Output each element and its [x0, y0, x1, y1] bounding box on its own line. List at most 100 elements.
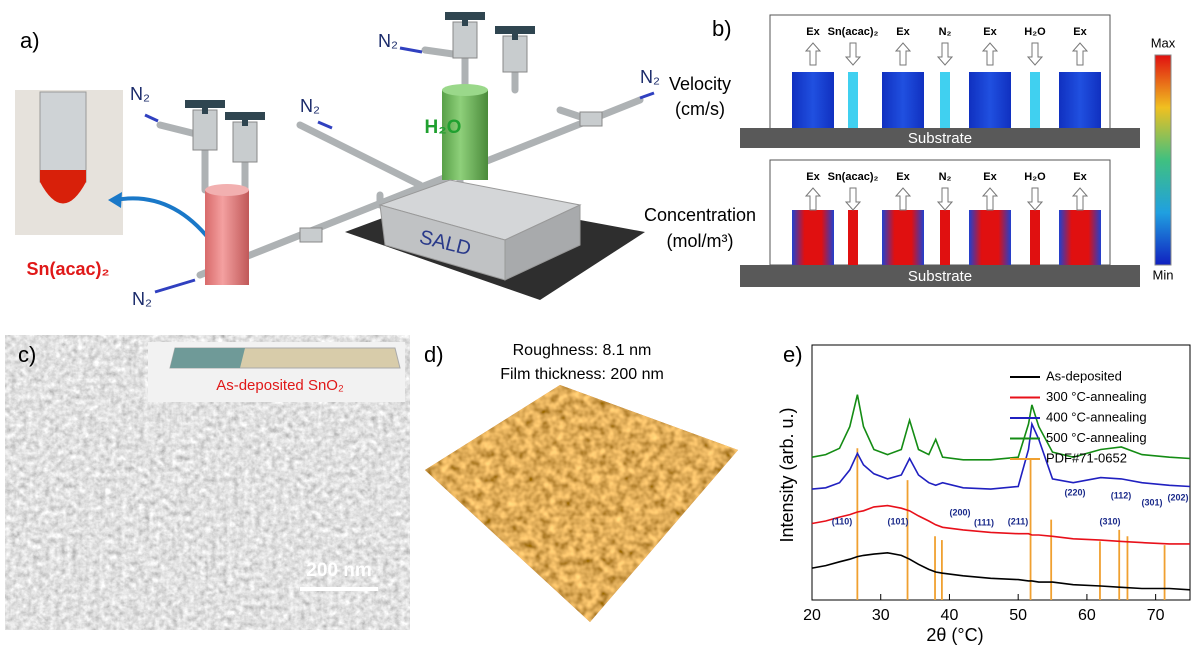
colorbar	[1154, 54, 1172, 266]
hkl-label: (110)	[832, 516, 853, 526]
n2-label: N₂	[132, 289, 152, 309]
flow-arrow	[936, 187, 954, 211]
legend-label: As-deposited	[1046, 368, 1122, 383]
gas-label: N₂	[939, 26, 952, 38]
panel-b: b) Velocity (cm/s) Concentration (mol/m³…	[644, 14, 1176, 287]
precursor-label: Sn(acac)₂	[26, 259, 109, 279]
flow-arrow	[844, 187, 862, 211]
flow-arrow	[894, 42, 912, 66]
channel	[1059, 210, 1101, 265]
row-label: (mol/m³)	[667, 231, 734, 251]
channel	[940, 210, 950, 265]
colorbar-max: Max	[1151, 35, 1176, 50]
legend-label: 400 °C-annealing	[1046, 409, 1147, 424]
cylinder-top	[205, 184, 249, 196]
flow-arrow	[1026, 42, 1044, 66]
flow-arrow	[981, 187, 999, 211]
gas-label: H₂O	[1024, 171, 1046, 183]
x-tick-label: 50	[1009, 607, 1027, 624]
n2-label: N₂	[130, 84, 150, 104]
panel-label: e)	[783, 342, 803, 367]
substrate-label: Substrate	[908, 130, 972, 147]
flow-arrow	[804, 42, 822, 66]
roughness: Roughness: 8.1 nm	[513, 342, 652, 359]
n2-label: N₂	[300, 96, 320, 116]
gas-label: Ex	[806, 26, 820, 38]
channel	[940, 72, 950, 128]
channel	[969, 210, 1011, 265]
channel	[792, 72, 834, 128]
scale-bar-label: 200 nm	[306, 560, 371, 581]
channel	[882, 72, 924, 128]
cylinder-top	[442, 84, 488, 96]
panel-d: d) Roughness: 8.1 nm Film thickness: 200…	[424, 342, 738, 622]
x-tick-label: 30	[872, 607, 890, 624]
hkl-label: (200)	[949, 507, 970, 517]
plot-frame	[811, 344, 1191, 601]
legend-label: 300 °C-annealing	[1046, 389, 1147, 404]
channel	[792, 210, 834, 265]
cylinder	[442, 90, 488, 180]
cylinder	[205, 190, 249, 285]
n2-label: N₂	[640, 67, 660, 87]
n2-label: N₂	[378, 31, 398, 51]
h2o-label: H₂O	[425, 117, 462, 138]
hkl-label: (112)	[1111, 490, 1132, 500]
flow-arrow	[1071, 42, 1089, 66]
panel-label: a)	[20, 28, 40, 53]
gas-label: Ex	[983, 171, 997, 183]
y-axis-title: Intensity (arb. u.)	[777, 407, 797, 542]
arrow	[114, 196, 212, 242]
channel	[969, 72, 1011, 128]
box-side	[504, 204, 581, 281]
flow-arrow	[1071, 187, 1089, 211]
hkl-label: (111)	[974, 517, 994, 527]
legend-label: 500 °C-annealing	[1046, 430, 1147, 445]
flow-arrows	[144, 46, 655, 294]
x-tick-label: 70	[1147, 607, 1165, 624]
panel-label: d)	[424, 342, 444, 367]
series-line	[811, 421, 1191, 490]
hkl-label: (301)	[1141, 497, 1162, 507]
gas-label: Ex	[1073, 26, 1087, 38]
gas-label: Sn(acac)₂	[828, 26, 879, 38]
panel-a: a) Sn(acac)₂ SALD H₂O N₂ N₂ N₂	[15, 12, 660, 309]
x-tick-label: 40	[941, 607, 959, 624]
gas-label: N₂	[939, 171, 952, 183]
gas-label: Ex	[1073, 171, 1087, 183]
gas-label: H₂O	[1024, 26, 1046, 38]
flow-arrow	[981, 42, 999, 66]
channel	[848, 72, 858, 128]
substrate-label: Substrate	[908, 268, 972, 285]
hkl-label: (220)	[1064, 487, 1085, 497]
channel	[1030, 72, 1040, 128]
flow-arrow	[936, 42, 954, 66]
afm-surface	[425, 385, 738, 622]
flow-arrow	[804, 187, 822, 211]
panel-label: c)	[18, 342, 36, 367]
thickness: Film thickness: 200 nm	[500, 366, 664, 383]
arrow-head	[108, 192, 122, 208]
x-tick-label: 60	[1078, 607, 1096, 624]
panel-e: e) 2θ (°C) Intensity (arb. u.) 20 30 40 50 6…	[777, 342, 1191, 645]
gas-label: Ex	[896, 26, 910, 38]
gas-label: Sn(acac)₂	[828, 171, 879, 183]
series-line	[811, 551, 1191, 591]
colorbar-min: Min	[1153, 267, 1174, 282]
gas-label: Ex	[983, 26, 997, 38]
panel-c: c) As-deposited SnO₂ 200 nm	[5, 335, 410, 630]
hkl-label: (310)	[1099, 516, 1120, 526]
gas-label: Ex	[806, 171, 820, 183]
series-line	[811, 504, 1190, 545]
channel	[1030, 210, 1040, 265]
series-line	[811, 394, 1191, 461]
substrate	[740, 128, 1140, 148]
valves	[185, 12, 603, 243]
flow-arrow	[1026, 187, 1044, 211]
hkl-label: (202)	[1167, 492, 1188, 502]
row-label: (cm/s)	[675, 99, 725, 119]
x-tick-label: 20	[803, 607, 821, 624]
substrate	[740, 265, 1140, 287]
channel	[848, 210, 858, 265]
